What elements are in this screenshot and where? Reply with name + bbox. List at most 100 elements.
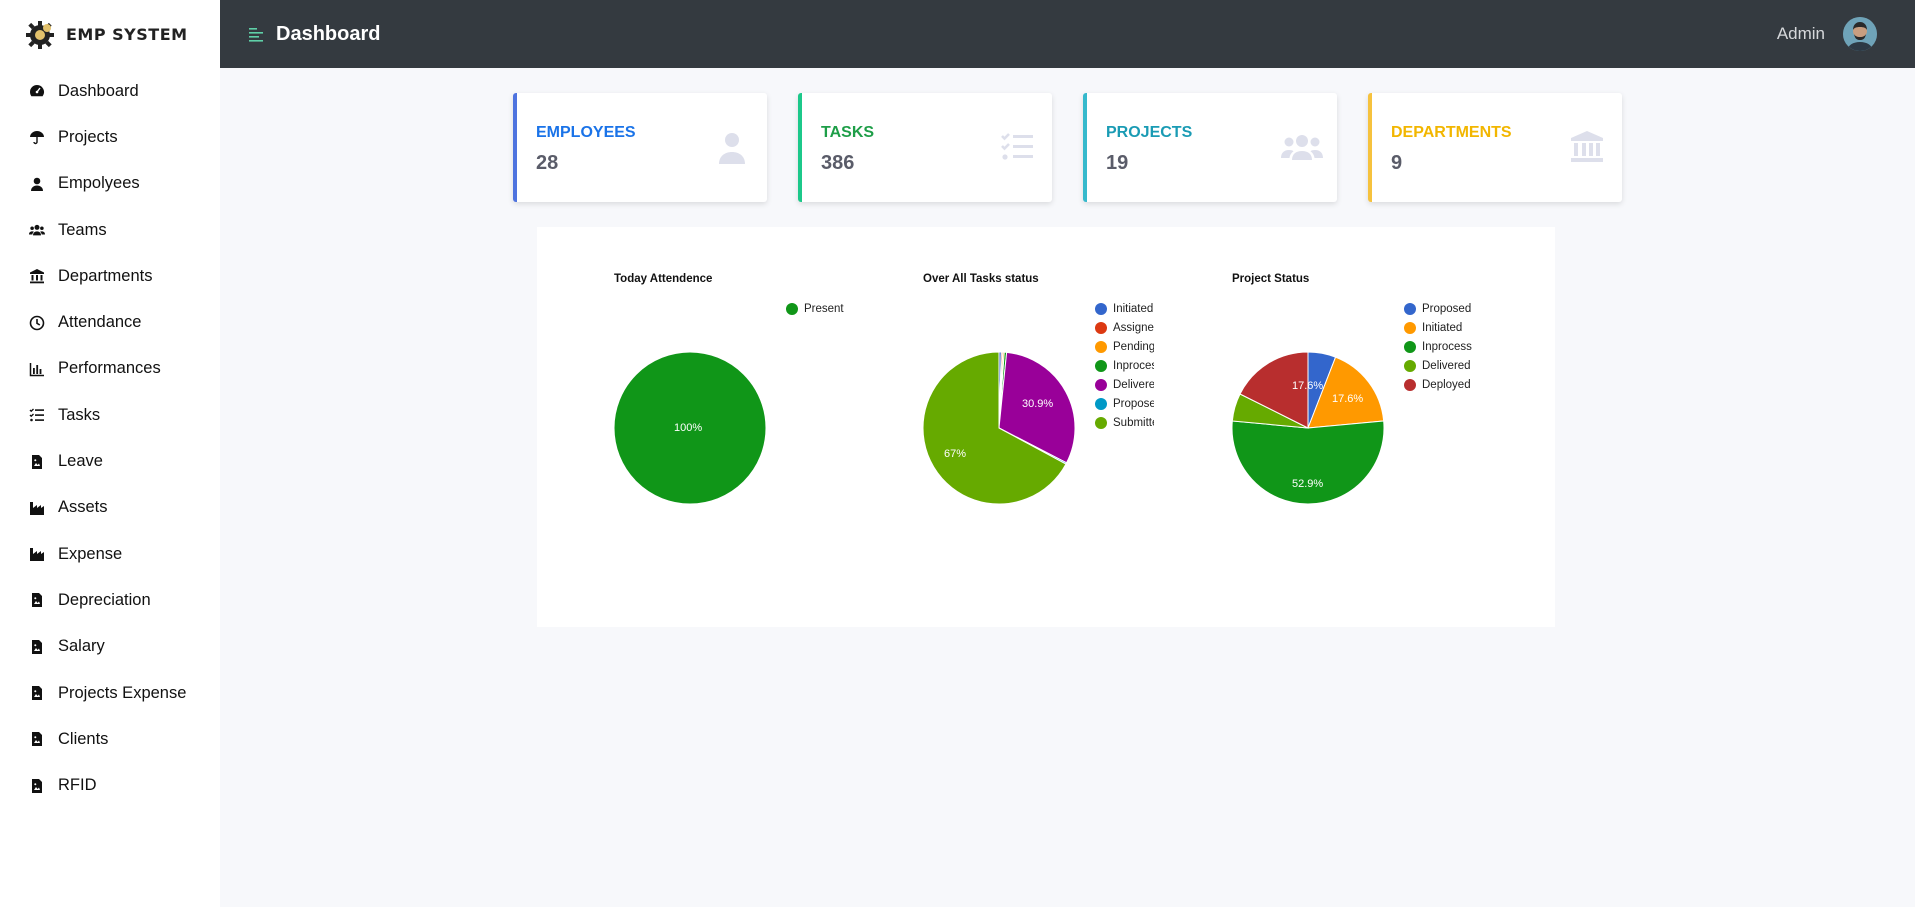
- brand[interactable]: EMP SYSTEM: [0, 0, 220, 68]
- user-name[interactable]: Admin: [1776, 24, 1825, 43]
- tasks-icon: [28, 406, 46, 424]
- pie-slice-deployed[interactable]: [1239, 351, 1309, 429]
- card-value: 386: [821, 152, 855, 174]
- pie-slice-submitted[interactable]: [922, 351, 1067, 505]
- legend-dot: [1095, 322, 1107, 334]
- projects-card[interactable]: PROJECTS 19: [1083, 93, 1337, 202]
- legend-dot: [1404, 360, 1416, 372]
- legend-item-initiated[interactable]: Initiated: [1404, 322, 1462, 334]
- user-menu[interactable]: Admin: [1777, 0, 1877, 68]
- pie-chart-attendance: [613, 351, 767, 505]
- legend-dot: [786, 303, 798, 315]
- sidebar-item-label: Clients: [58, 729, 109, 748]
- legend-item-submitted[interactable]: Submitte: [1095, 417, 1154, 429]
- legend-dot: [1404, 341, 1416, 353]
- bar-chart-icon: [28, 360, 46, 378]
- sidebar-item-label: Empolyees: [58, 174, 140, 193]
- legend-item-deployed[interactable]: Deployed: [1404, 379, 1471, 391]
- legend-dot: [1404, 322, 1416, 334]
- sidebar-item-expense[interactable]: Expense: [0, 531, 220, 577]
- sidebar-nav: Dashboard Projects Empolyees Teams Depar…: [0, 68, 220, 809]
- slice-label: 17.6%: [1292, 380, 1324, 392]
- pie-slice-initiated[interactable]: [1307, 356, 1385, 429]
- legend-item-delivered[interactable]: Delivered: [1404, 360, 1471, 372]
- card-value: 28: [536, 152, 559, 174]
- legend-label: Proposed: [1422, 303, 1472, 315]
- sidebar-item-label: Teams: [58, 220, 107, 239]
- file-image-icon: [28, 684, 46, 702]
- slice-label: 100%: [674, 422, 703, 434]
- card-label: DEPARTMENTS: [1391, 124, 1512, 141]
- industry-icon: [28, 545, 46, 563]
- sidebar-item-label: Projects: [58, 127, 118, 146]
- legend-label: Initiated: [1422, 322, 1463, 334]
- avatar-image: [1843, 17, 1877, 51]
- legend-item-assigned[interactable]: Assigne: [1095, 322, 1154, 334]
- avatar[interactable]: [1843, 17, 1877, 51]
- university-icon: [28, 267, 46, 285]
- sidebar-item-projects-expense[interactable]: Projects Expense: [0, 670, 220, 716]
- industry-icon: [28, 499, 46, 517]
- sidebar-item-attendance[interactable]: Attendance: [0, 299, 220, 345]
- sidebar-item-performances[interactable]: Performances: [0, 346, 220, 392]
- sidebar-item-departments[interactable]: Departments: [0, 253, 220, 299]
- tasks-card[interactable]: TASKS 386: [798, 93, 1052, 202]
- sidebar-item-rfid[interactable]: RFID: [0, 762, 220, 808]
- legend-label: Assigne: [1113, 322, 1154, 334]
- sidebar-item-label: RFID: [58, 776, 97, 795]
- legend-dot: [1095, 417, 1107, 429]
- sidebar-item-clients[interactable]: Clients: [0, 716, 220, 762]
- legend-item-initiated[interactable]: Initiated: [1095, 303, 1154, 315]
- sidebar-item-depreciation[interactable]: Depreciation: [0, 577, 220, 623]
- users-icon: [28, 221, 46, 239]
- legend-item-delivered[interactable]: Delivere: [1095, 379, 1154, 391]
- legend-item-proposed[interactable]: Proposed: [1404, 303, 1471, 315]
- sidebar-item-employees[interactable]: Empolyees: [0, 161, 220, 207]
- university-icon: [1571, 131, 1603, 162]
- sidebar-item-label: Departments: [58, 266, 153, 285]
- sidebar-item-teams[interactable]: Teams: [0, 207, 220, 253]
- departments-card[interactable]: DEPARTMENTS 9: [1368, 93, 1622, 202]
- topbar: Dashboard Admin: [220, 0, 1915, 68]
- employees-card[interactable]: EMPLOYEES 28: [513, 93, 767, 202]
- brand-name: EMP SYSTEM: [66, 24, 188, 44]
- slice-label: 67%: [944, 448, 967, 460]
- pie-slice-delivered[interactable]: [998, 351, 1076, 464]
- user-icon: [719, 133, 745, 164]
- sidebar-item-salary[interactable]: Salary: [0, 624, 220, 670]
- card-value: 9: [1391, 152, 1403, 174]
- sidebar-item-assets[interactable]: Assets: [0, 485, 220, 531]
- pie-slice-present[interactable]: [613, 351, 767, 505]
- sidebar-item-label: Dashboard: [58, 81, 139, 100]
- pie-chart-tasks: [922, 351, 1076, 505]
- sidebar: EMP SYSTEM Dashboard Projects Empolyees …: [0, 0, 220, 907]
- legend-item-inprocess[interactable]: Inproces: [1095, 360, 1154, 372]
- sidebar-item-tasks[interactable]: Tasks: [0, 392, 220, 438]
- tasks-icon: [1001, 133, 1033, 160]
- sidebar-item-label: Performances: [58, 359, 161, 378]
- file-image-icon: [28, 638, 46, 656]
- sidebar-item-leave[interactable]: Leave: [0, 438, 220, 484]
- umbrella-icon: [28, 128, 46, 146]
- legend-label: Initiated: [1113, 303, 1154, 315]
- legend-item-inprocess[interactable]: Inprocess: [1404, 341, 1472, 353]
- legend-item-pending[interactable]: Pending: [1095, 341, 1154, 353]
- legend-dot: [1404, 303, 1416, 315]
- align-left-icon[interactable]: [248, 26, 264, 42]
- legend-label: Inproces: [1113, 360, 1154, 372]
- legend-item-present[interactable]: Present: [786, 303, 844, 315]
- sidebar-item-label: Leave: [58, 452, 103, 471]
- legend-dot: [1095, 303, 1107, 315]
- gear-logo-icon: [26, 21, 54, 49]
- sidebar-item-projects[interactable]: Projects: [0, 114, 220, 160]
- charts-panel: Today Attendence Present 100% Over All T…: [537, 227, 1555, 627]
- legend-dot: [1404, 379, 1416, 391]
- legend-item-proposed[interactable]: Propose: [1095, 398, 1154, 410]
- legend-label: Pending: [1113, 341, 1154, 353]
- file-image-icon: [28, 453, 46, 471]
- sidebar-item-dashboard[interactable]: Dashboard: [0, 68, 220, 114]
- chart-title: Over All Tasks status: [923, 273, 1039, 285]
- pie-slice-inprocess[interactable]: [1231, 420, 1385, 505]
- sidebar-item-label: Salary: [58, 637, 105, 656]
- legend-label: Propose: [1113, 398, 1154, 410]
